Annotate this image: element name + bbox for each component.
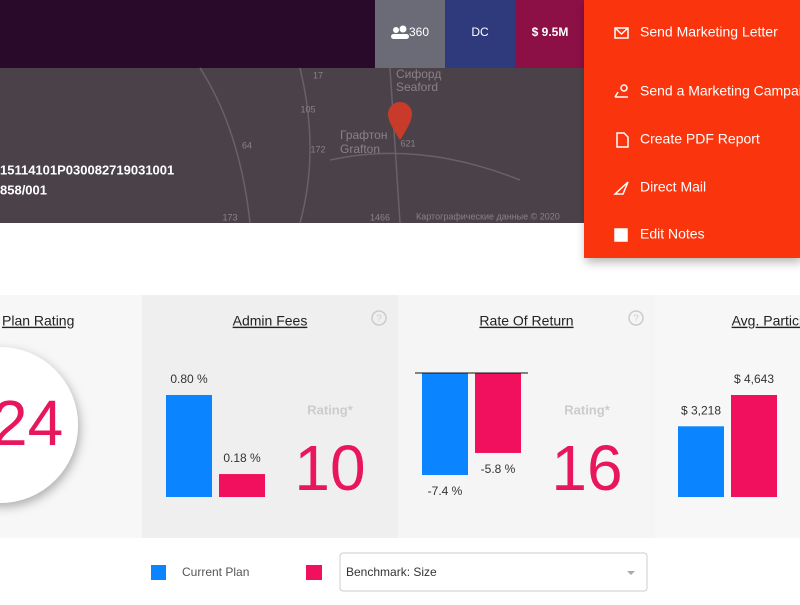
dropdown-menu	[584, 0, 800, 258]
card-title[interactable]: Avg. Participant C	[732, 313, 800, 329]
bar	[219, 474, 265, 497]
bar	[475, 373, 521, 453]
bar-label: 0.80 %	[170, 372, 208, 386]
menu-item[interactable]: Direct Mail	[640, 179, 706, 195]
bar-label: -7.4 %	[428, 484, 463, 498]
map-label: Seaford	[396, 80, 438, 94]
stat-value: 360	[409, 25, 429, 39]
rating-circle	[0, 347, 78, 503]
bar-label: $ 4,643	[734, 372, 774, 386]
map-label: 105	[300, 104, 315, 114]
map-pin[interactable]	[388, 102, 412, 140]
map-roads	[199, 67, 521, 224]
map-attribution: Картографические данные © 2020	[416, 211, 560, 221]
map-label: 172	[310, 144, 325, 154]
map-label: 173	[222, 212, 237, 222]
rating-caption: Rating*	[564, 402, 610, 417]
bar-label: $ 3,218	[681, 403, 721, 417]
rating-value: 24	[0, 387, 63, 459]
card-content: Admin Fees ? 0.80 % 0.18 % Rating* 10	[166, 310, 387, 504]
card-title[interactable]: Admin Fees	[233, 313, 308, 329]
map-label: 17	[313, 70, 323, 80]
help-icon[interactable]	[628, 310, 644, 326]
bar	[731, 395, 777, 497]
legend-label: Current Plan	[182, 565, 249, 579]
map-label: Grafton	[340, 142, 380, 156]
bar-label: 0.18 %	[223, 451, 261, 465]
stat-value: DC	[471, 25, 489, 39]
menu-item[interactable]: Edit Notes	[640, 226, 705, 242]
menu-item[interactable]: Send Marketing Letter	[640, 24, 778, 40]
menu-item[interactable]: Create PDF Report	[640, 131, 760, 147]
bar	[422, 373, 468, 475]
map-label: 621	[400, 138, 415, 148]
stat-box[interactable]	[375, 0, 445, 68]
bar	[678, 426, 724, 497]
bar	[166, 395, 212, 497]
card-title[interactable]: Rate Of Return	[479, 313, 573, 329]
stat-box[interactable]	[445, 0, 515, 68]
card-content: Avg. Participant C $ 3,218 $ 4,643	[678, 313, 800, 497]
users-icon	[391, 25, 409, 39]
card-title[interactable]: Plan Rating	[2, 313, 74, 329]
rating-value: 10	[294, 432, 365, 504]
legend-swatch	[306, 565, 322, 580]
card	[655, 295, 800, 538]
select-arrow	[627, 571, 635, 575]
legend-swatch	[151, 565, 166, 580]
map-label: 64	[242, 140, 252, 150]
record-id: 858/001	[0, 182, 47, 197]
bar-label: -5.8 %	[481, 462, 516, 476]
map-label: Графтон	[340, 128, 387, 142]
rating-caption: Rating*	[307, 402, 353, 417]
menu-item[interactable]: Send a Marketing Campai	[640, 83, 800, 99]
card-content: Rate Of Return ? -7.4 % -5.8 % Rating* 16	[415, 310, 644, 504]
rating-value: 16	[551, 432, 622, 504]
map-label: Сифорд	[396, 67, 441, 81]
stat-box[interactable]	[515, 0, 585, 68]
menu-icons	[613, 27, 629, 242]
help-mark: ?	[633, 314, 639, 325]
select-value: Benchmark: Size	[346, 565, 437, 579]
benchmark-select[interactable]	[339, 552, 648, 592]
help-icon[interactable]	[371, 310, 387, 326]
record-id: 15114101P030082719031001	[0, 162, 174, 177]
map-label: 1466	[370, 212, 390, 222]
help-mark: ?	[376, 314, 382, 325]
stat-value: $ 9.5M	[532, 25, 569, 39]
